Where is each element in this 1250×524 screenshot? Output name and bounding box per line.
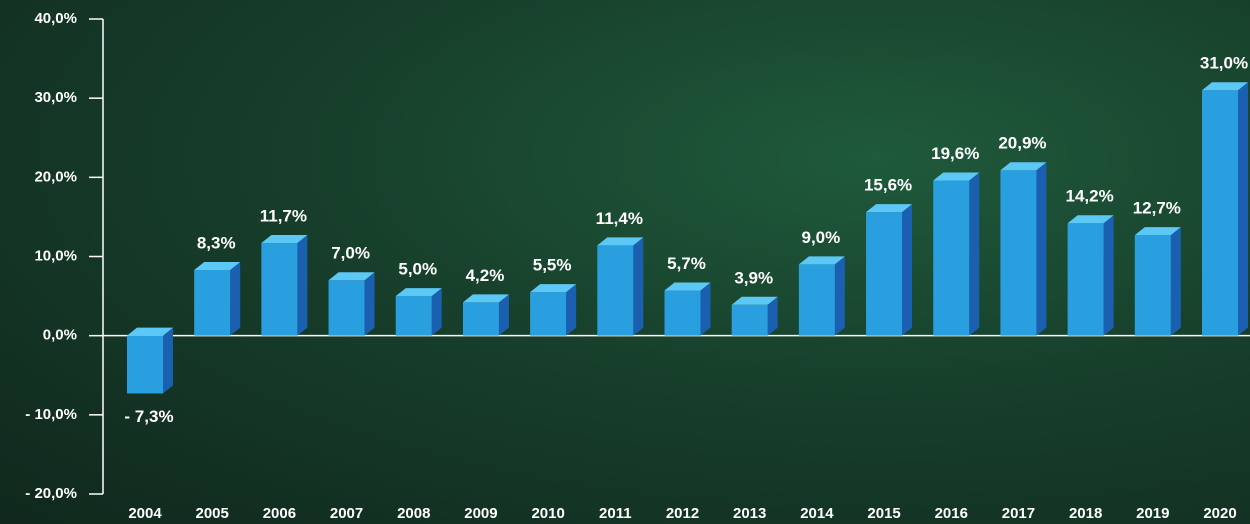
value-label: 31,0% (1200, 54, 1248, 73)
x-tick-label: 2010 (531, 505, 564, 522)
bar (732, 305, 768, 336)
bar (261, 243, 297, 336)
value-label: 19,6% (931, 144, 979, 163)
bar (463, 302, 499, 335)
bar (866, 212, 902, 336)
bar (1068, 223, 1104, 335)
bar (597, 245, 633, 335)
y-tick-label: - 10,0% (25, 406, 77, 423)
bar-side (163, 328, 173, 394)
bar-side (902, 204, 912, 335)
bar-side (1171, 227, 1181, 336)
y-tick-label: 40,0% (34, 10, 77, 27)
value-label: 3,9% (734, 268, 773, 287)
y-tick-label: 20,0% (34, 168, 77, 185)
bar (329, 280, 365, 335)
bar (1135, 235, 1171, 336)
value-label: 5,0% (398, 260, 437, 279)
x-tick-label: 2011 (599, 505, 632, 522)
x-tick-label: 2005 (196, 505, 229, 522)
value-label: - 7,3% (124, 407, 173, 426)
page: - 20,0% - 10,0% 0,0% 10,0% 20,0% 30,0% 40,0% - … (0, 0, 1250, 524)
x-tick-label: 2018 (1069, 505, 1102, 522)
value-label: 15,6% (864, 176, 912, 195)
y-tick-label: 30,0% (34, 89, 77, 106)
bar (933, 181, 969, 336)
bar (396, 296, 432, 336)
x-tick-label: 2006 (263, 505, 296, 522)
value-label: 7,0% (331, 244, 370, 263)
chart: - 20,0% - 10,0% 0,0% 10,0% 20,0% 30,0% 40,0% - … (0, 0, 1250, 524)
x-tick-label: 2013 (733, 505, 766, 522)
value-label: 5,5% (533, 256, 572, 275)
x-tick-label: 2012 (666, 505, 699, 522)
bar-side (1104, 215, 1114, 335)
bar-side (230, 262, 240, 336)
value-label: 11,4% (596, 209, 643, 228)
x-tick-label: 2019 (1136, 505, 1169, 522)
bar (127, 336, 163, 394)
x-tick-label: 2008 (397, 505, 430, 522)
bar (799, 264, 835, 335)
bar (665, 291, 701, 336)
y-tick-label: 0,0% (43, 327, 77, 344)
value-label: 8,3% (197, 233, 236, 252)
x-tick-label: 2020 (1203, 505, 1236, 522)
value-label: 20,9% (998, 134, 1046, 153)
value-label: 4,2% (466, 266, 505, 285)
bar-side (633, 237, 643, 335)
x-tick-label: 2014 (800, 505, 834, 522)
x-tick-label: 2009 (464, 505, 497, 522)
x-tick-label: 2015 (867, 505, 900, 522)
bar (194, 270, 230, 336)
bar-side (365, 272, 375, 335)
value-label: 9,0% (802, 228, 841, 247)
x-tick-label: 2016 (935, 505, 968, 522)
value-label: 12,7% (1133, 199, 1181, 218)
y-tick-label: 10,0% (34, 247, 77, 264)
value-label: 11,7% (260, 207, 307, 226)
bar (1000, 170, 1036, 335)
bar-side (1036, 162, 1046, 335)
y-tick-label: - 20,0% (25, 485, 77, 502)
value-label: 14,2% (1066, 187, 1114, 206)
x-tick-label: 2004 (128, 505, 162, 522)
x-tick-label: 2007 (330, 505, 363, 522)
bar-side (969, 173, 979, 336)
bar-side (701, 283, 711, 336)
bar-side (297, 235, 307, 336)
bar (530, 292, 566, 336)
value-label: 5,7% (667, 254, 706, 273)
bar-side (835, 256, 845, 335)
bar-side (566, 284, 576, 336)
bar-side (432, 288, 442, 336)
x-tick-label: 2017 (1002, 505, 1035, 522)
bar (1202, 90, 1238, 335)
bar-side (1238, 82, 1248, 335)
